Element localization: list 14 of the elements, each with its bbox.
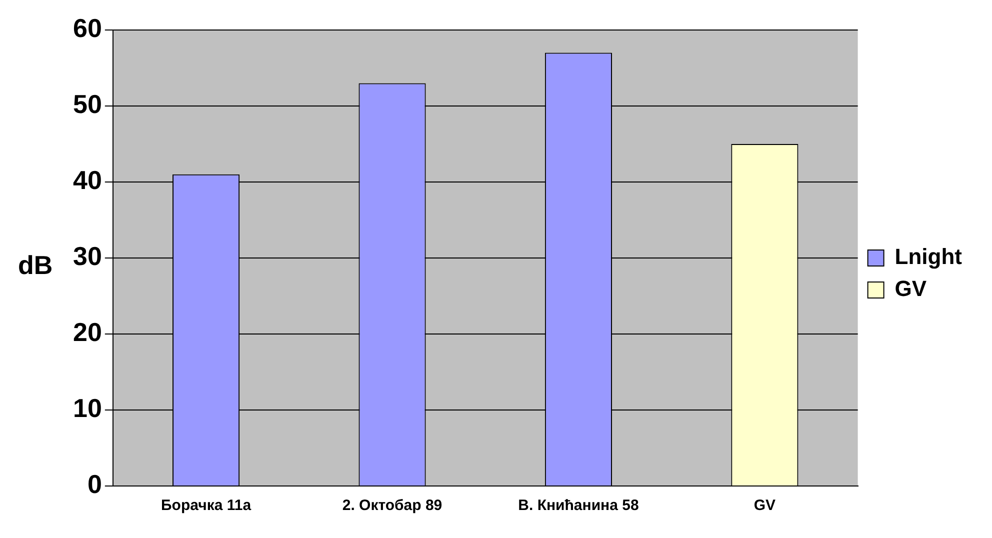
x-tick-label: В. Книћанина 58 — [518, 497, 639, 514]
y-axis-title: dB — [18, 250, 53, 281]
y-tick-label: 0 — [87, 469, 102, 500]
y-tick-label: 20 — [73, 317, 102, 348]
y-tick-label: 40 — [73, 165, 102, 196]
legend-label: Lnight — [894, 244, 963, 270]
y-tick-label: 10 — [73, 393, 102, 424]
x-tick-label: 2. Октобар 89 — [342, 497, 442, 514]
y-tick-label: 30 — [73, 241, 102, 272]
legend-label: GV — [894, 276, 927, 302]
y-tick-label: 50 — [73, 89, 102, 120]
x-tick-label: Борачка 11а — [161, 497, 252, 514]
x-tick-label: GV — [754, 497, 776, 514]
y-tick-label: 60 — [73, 13, 102, 44]
